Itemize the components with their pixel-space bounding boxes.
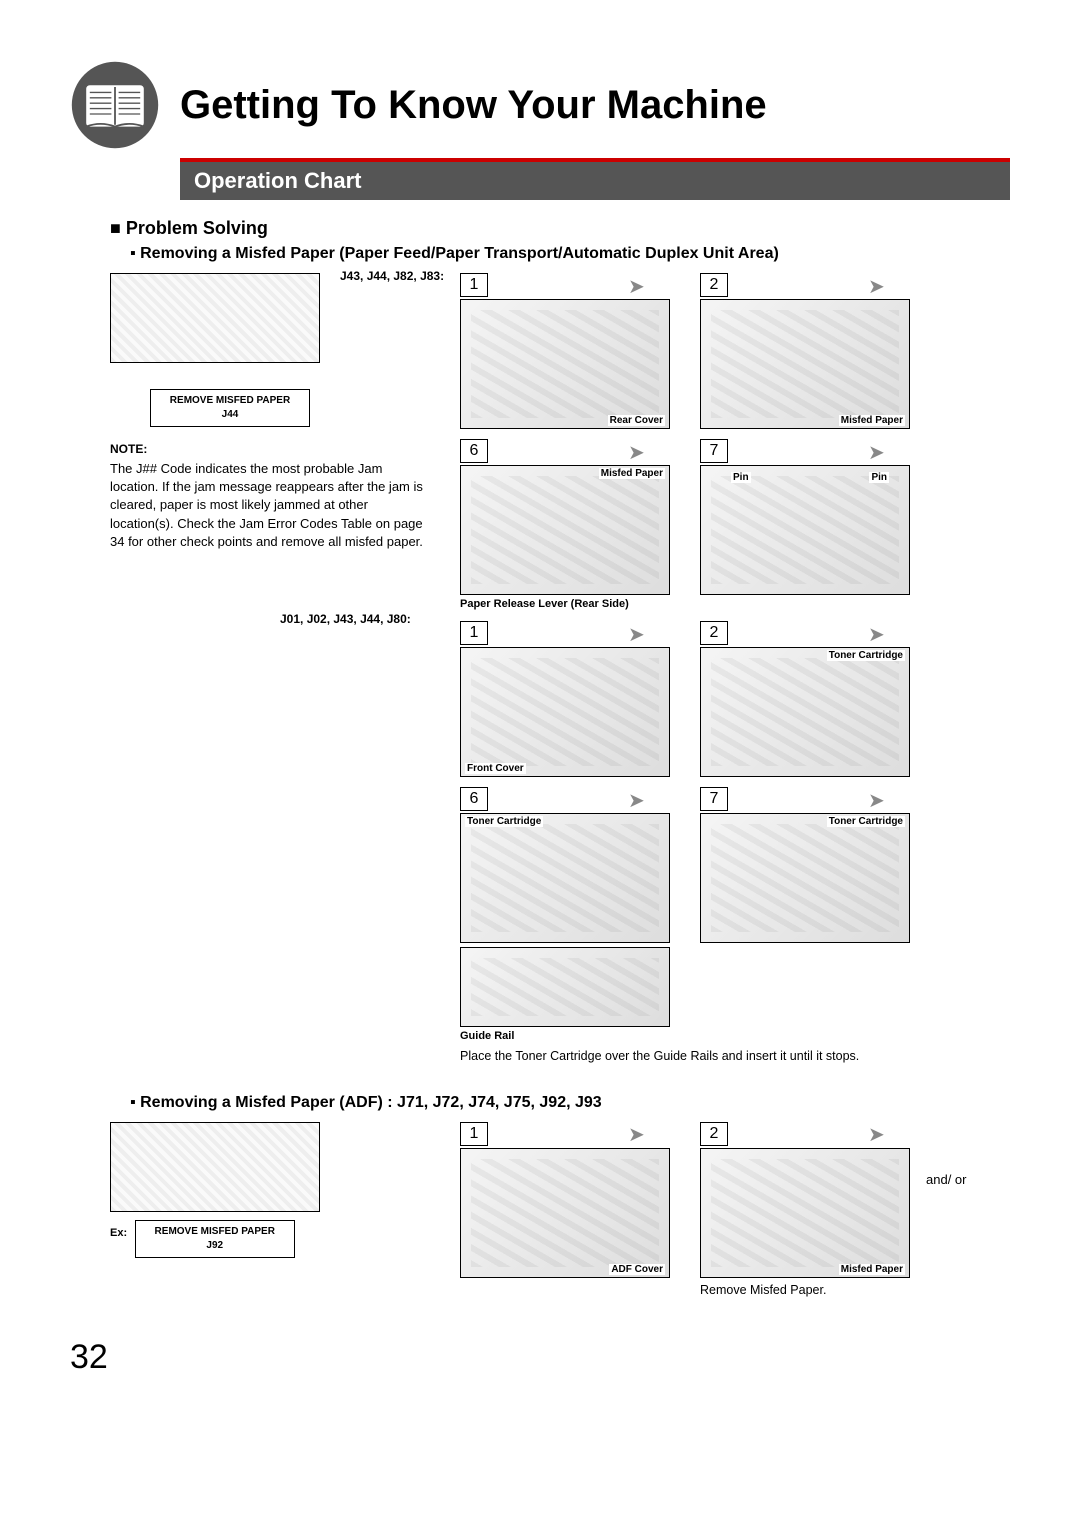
problem-solving-heading: Problem Solving [110,218,1010,239]
step-illustration: Misfed Paper [700,299,910,429]
step-row-a1: 1 ➤ Rear Cover 2 ➤ Misfed Paper [460,273,1010,429]
display-line2: J92 [144,1239,286,1253]
arrow-icon: ➤ [628,274,645,299]
left-column-1: J43, J44, J82, J83: REMOVE MISFED PAPER … [110,273,430,1074]
left-column-2: Ex: REMOVE MISFED PAPER J92 [110,1122,430,1308]
content-block-1: J43, J44, J82, J83: REMOVE MISFED PAPER … [110,273,1010,1074]
ex-label: Ex: [110,1226,127,1241]
img-label-toner: Toner Cartridge [827,650,905,661]
step-illustration: Toner Cartridge [460,813,670,943]
display-line2: J44 [159,408,301,422]
right-column-2: 1 ➤ ADF Cover 2 ➤ Misfed Paper Remove Misf… [460,1122,1010,1308]
display-line1: REMOVE MISFED PAPER [144,1225,286,1239]
step-number: 1 [460,273,488,297]
control-panel-illustration [110,1122,320,1212]
step-row-adf: 1 ➤ ADF Cover 2 ➤ Misfed Paper Remove Misf… [460,1122,1010,1298]
step-illustration: Front Cover [460,647,670,777]
page-number: 32 [70,1338,1010,1377]
jam-codes-b: J01, J02, J43, J44, J80: [280,611,600,628]
img-label-rear-cover: Rear Cover [608,415,665,426]
step-number: 2 [700,273,728,297]
removing-misfed-heading: Removing a Misfed Paper (Paper Feed/Pape… [130,245,1010,263]
img-label-toner: Toner Cartridge [465,816,543,827]
display-line1: REMOVE MISFED PAPER [159,394,301,408]
step-illustration: Rear Cover [460,299,670,429]
arrow-icon: ➤ [628,788,645,813]
img-label-misfed: Misfed Paper [839,1264,905,1275]
arrow-icon: ➤ [628,1122,645,1147]
step-b7: 7 ➤ Toner Cartridge [700,787,920,1064]
step-illustration: ADF Cover [460,1148,670,1278]
step-b6: 6➤ Toner Cartridge Guide Rail Place the … [460,787,680,1064]
step-illustration-extra [460,947,670,1027]
step-number: 2 [700,1122,728,1146]
and-or-note: and/ or [926,1172,966,1189]
step-b2: 2 ➤ Toner Cartridge [700,621,920,777]
note-text: The J## Code indicates the most probable… [110,460,430,551]
step-number: 1 [460,1122,488,1146]
img-label-misfed: Misfed Paper [839,415,905,426]
step-number: 7 [700,439,728,463]
arrow-icon: ➤ [628,622,645,647]
step-illustration: Pin Pin [700,465,910,595]
caption-remove-misfed: Remove Misfed Paper. [700,1282,920,1298]
step-a7: 7 ➤ Pin Pin [700,439,920,611]
step-illustration: Toner Cartridge [700,647,910,777]
img-label-adf-cover: ADF Cover [609,1264,665,1275]
display-message-box: REMOVE MISFED PAPER J44 [150,389,310,427]
note-label: NOTE: [110,441,430,458]
img-label-toner: Toner Cartridge [827,816,905,827]
control-panel-illustration [110,273,320,363]
page-header: Getting To Know Your Machine [70,60,1010,150]
step-number: 6 [460,787,488,811]
arrow-icon: ➤ [628,440,645,465]
content-block-2: Ex: REMOVE MISFED PAPER J92 1 ➤ ADF Cover… [110,1122,1010,1308]
step-adf-2-wrap: 2 ➤ Misfed Paper Remove Misfed Paper. and… [700,1122,966,1298]
arrow-icon: ➤ [868,1122,885,1147]
step-a1: 1 ➤ Rear Cover [460,273,680,429]
arrow-icon: ➤ [868,788,885,813]
step-adf-1: 1 ➤ ADF Cover [460,1122,680,1298]
step-number: 2 [700,621,728,645]
step-a2: 2 ➤ Misfed Paper [700,273,920,429]
arrow-icon: ➤ [868,274,885,299]
step-number: 6 [460,439,488,463]
step-illustration: Toner Cartridge [700,813,910,943]
step-b1: 1➤ Front Cover [460,621,680,777]
step-row-b1: 1➤ Front Cover 2 ➤ Toner Cartridge [460,621,1010,777]
step-a6: 6 ➤ Misfed Paper Paper Release Lever (Rea… [460,439,680,611]
step-illustration: Misfed Paper [700,1148,910,1278]
caption-paper-release: Paper Release Lever (Rear Side) [460,597,680,611]
removing-adf-heading: Removing a Misfed Paper (ADF) : J71, J72… [130,1094,1010,1112]
img-label-front-cover: Front Cover [465,763,526,774]
book-icon [70,60,160,150]
display-message-box: REMOVE MISFED PAPER J92 [135,1220,295,1258]
arrow-icon: ➤ [868,622,885,647]
img-label-misfed: Misfed Paper [599,468,665,479]
step-illustration: Misfed Paper [460,465,670,595]
page-title: Getting To Know Your Machine [180,83,767,128]
step-row-a2: 6 ➤ Misfed Paper Paper Release Lever (Rea… [460,439,1010,611]
img-label-pin: Pin [731,472,751,483]
jam-codes-a: J43, J44, J82, J83: [340,269,444,283]
caption-guide-rail: Guide Rail [460,1029,680,1043]
section-bar: Operation Chart [180,158,1010,200]
arrow-icon: ➤ [868,440,885,465]
img-label-pin: Pin [869,472,889,483]
step-number: 7 [700,787,728,811]
step-adf-2: 2 ➤ Misfed Paper Remove Misfed Paper. [700,1122,920,1298]
step-row-b2: 6➤ Toner Cartridge Guide Rail Place the … [460,787,1010,1064]
right-column-1: 1 ➤ Rear Cover 2 ➤ Misfed Paper 6 ➤ Misfed … [460,273,1010,1074]
